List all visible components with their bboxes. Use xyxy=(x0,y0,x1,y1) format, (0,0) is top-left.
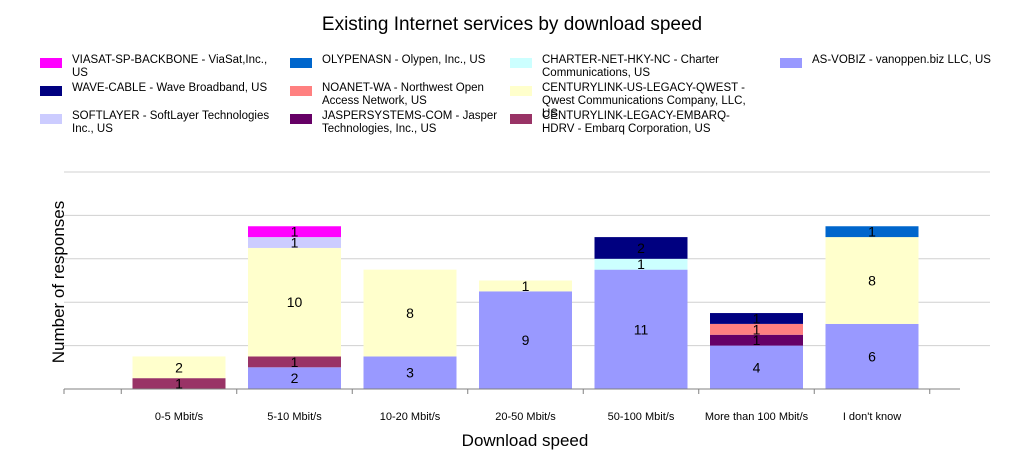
legend-swatch xyxy=(40,86,62,96)
data-label: 6 xyxy=(868,348,876,364)
data-label: 4 xyxy=(753,359,761,375)
data-label: 1 xyxy=(753,332,761,348)
legend-label: AS-VOBIZ - vanoppen.biz LLC, US xyxy=(812,54,991,66)
legend-item: NOANET-WA - Northwest Open Access Networ… xyxy=(290,82,512,108)
legend-item: SOFTLAYER - SoftLayer Technologies Inc.,… xyxy=(40,110,282,136)
legend-swatch xyxy=(290,58,312,68)
bar-segment xyxy=(248,226,341,238)
legend-item: AS-VOBIZ - vanoppen.biz LLC, US xyxy=(780,54,1024,68)
legend-label: JASPERSYSTEMS-COM - Jasper Technologies,… xyxy=(322,110,498,135)
bar-segment xyxy=(710,334,803,346)
x-axis-label: Download speed xyxy=(462,431,589,450)
bar-segment xyxy=(132,356,226,379)
bar-segment xyxy=(710,345,803,389)
legend-item: JASPERSYSTEMS-COM - Jasper Technologies,… xyxy=(290,110,512,136)
bar-segment xyxy=(248,367,341,389)
x-tick-label: 0-5 Mbit/s xyxy=(155,411,204,423)
legend-swatch xyxy=(510,86,532,96)
bar-segment xyxy=(248,237,341,248)
legend-label: CENTURYLINK-LEGACY-EMBARQ-HDRV - Embarq … xyxy=(542,110,730,135)
legend: VIASAT-SP-BACKBONE - ViaSat,Inc., US WAVE… xyxy=(40,54,1024,164)
legend-swatch xyxy=(510,114,532,124)
x-tick-label: 5-10 Mbit/s xyxy=(267,411,322,423)
bar-segment xyxy=(594,237,688,259)
bar-segment xyxy=(479,280,572,292)
data-label: 1 xyxy=(291,224,299,240)
y-axis-label: Number of responses xyxy=(49,201,68,364)
data-label: 8 xyxy=(868,273,876,289)
data-label: 2 xyxy=(175,359,183,375)
bar-segment xyxy=(594,269,688,389)
legend-item: CENTURYLINK-US-LEGACY-QWEST - Qwest Comm… xyxy=(510,82,752,121)
legend-label: CHARTER-NET-HKY-NC - Charter Communicati… xyxy=(542,54,719,79)
x-tick-label: More than 100 Mbit/s xyxy=(705,411,809,423)
data-label: 9 xyxy=(522,332,530,348)
bar-segment xyxy=(248,356,341,368)
data-label: 8 xyxy=(406,305,414,321)
x-tick-label: 50-100 Mbit/s xyxy=(608,411,675,423)
data-label: 2 xyxy=(291,370,299,386)
legend-item: OLYPENASN - Olypen, Inc., US xyxy=(290,54,512,68)
legend-swatch xyxy=(290,114,312,124)
legend-item: WAVE-CABLE - Wave Broadband, US xyxy=(40,82,282,96)
x-tick-label: 10-20 Mbit/s xyxy=(380,411,441,423)
data-label: 3 xyxy=(406,365,414,381)
data-label: 1 xyxy=(753,310,761,326)
data-label: 1 xyxy=(637,256,645,272)
legend-label: SOFTLAYER - SoftLayer Technologies Inc.,… xyxy=(72,110,270,135)
data-label: 2 xyxy=(637,240,645,256)
bar-segment xyxy=(825,226,919,238)
data-label: 11 xyxy=(634,321,649,337)
bar-segment xyxy=(248,247,341,357)
data-label: 1 xyxy=(868,224,876,240)
bar-segment xyxy=(710,313,803,324)
legend-item: VIASAT-SP-BACKBONE - ViaSat,Inc., US xyxy=(40,54,282,80)
legend-label: CENTURYLINK-US-LEGACY-QWEST - Qwest Comm… xyxy=(542,82,746,120)
data-label: 10 xyxy=(287,294,303,310)
legend-item: CHARTER-NET-HKY-NC - Charter Communicati… xyxy=(510,54,752,80)
legend-swatch xyxy=(780,58,802,68)
legend-swatch xyxy=(290,86,312,96)
x-axis: 0-5 Mbit/s 5-10 Mbit/s 10-20 Mbit/s 20-50 M… xyxy=(63,388,960,423)
data-label: 1 xyxy=(291,235,299,251)
data-label: 1 xyxy=(753,321,761,337)
bar-segment xyxy=(363,269,457,357)
legend-label: NOANET-WA - Northwest Open Access Networ… xyxy=(322,82,484,107)
x-tick-label: I don't know xyxy=(843,411,901,423)
bar-segment xyxy=(479,291,572,389)
bar-segment xyxy=(363,356,457,389)
chart-title: Existing Internet services by download s… xyxy=(322,14,702,35)
bar-segment xyxy=(132,378,226,389)
bar-segment xyxy=(594,258,688,270)
legend-label: WAVE-CABLE - Wave Broadband, US xyxy=(72,82,268,94)
legend-swatch xyxy=(40,58,62,68)
legend-label: VIASAT-SP-BACKBONE - ViaSat,Inc., US xyxy=(72,54,268,79)
data-label: 1 xyxy=(291,354,299,370)
data-label: 1 xyxy=(175,376,183,392)
legend-item: CENTURYLINK-LEGACY-EMBARQ-HDRV - Embarq … xyxy=(510,110,752,136)
data-label: 1 xyxy=(522,278,530,294)
legend-swatch xyxy=(40,114,62,124)
legend-swatch xyxy=(510,58,532,68)
x-tick-label: 20-50 Mbit/s xyxy=(495,411,556,423)
legend-label: OLYPENASN - Olypen, Inc., US xyxy=(322,54,486,66)
bar-segment xyxy=(825,323,919,389)
bar-segment xyxy=(825,237,919,324)
bar-segment xyxy=(710,323,803,335)
